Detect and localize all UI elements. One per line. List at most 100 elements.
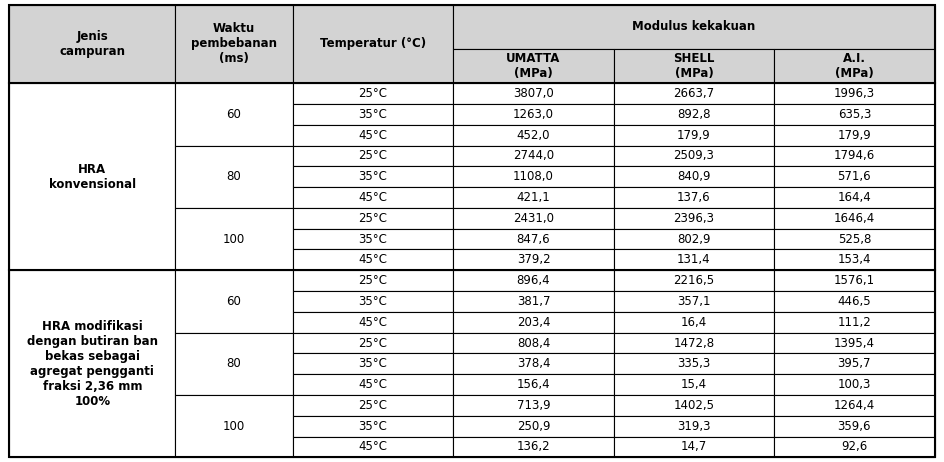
Text: 2663,7: 2663,7 — [673, 87, 715, 100]
Bar — [453, 374, 614, 395]
Bar — [176, 395, 293, 457]
Text: 1395,4: 1395,4 — [834, 336, 875, 350]
Bar — [614, 437, 774, 457]
Text: 45°C: 45°C — [359, 440, 388, 454]
Text: 179,9: 179,9 — [677, 128, 711, 142]
Bar — [453, 125, 614, 146]
Bar — [614, 395, 774, 416]
Text: 395,7: 395,7 — [837, 357, 871, 371]
Bar — [453, 187, 614, 208]
Text: Jenis
campuran: Jenis campuran — [59, 30, 126, 58]
Text: 80: 80 — [227, 170, 242, 183]
Text: 60: 60 — [227, 108, 242, 121]
Text: 1263,0: 1263,0 — [513, 108, 554, 121]
Bar — [774, 333, 935, 353]
Text: 45°C: 45°C — [359, 378, 388, 391]
Text: 25°C: 25°C — [359, 87, 388, 100]
Text: 713,9: 713,9 — [516, 399, 550, 412]
Bar — [176, 146, 293, 208]
Text: 359,6: 359,6 — [837, 419, 871, 433]
Text: Waktu
pembebanan
(ms): Waktu pembebanan (ms) — [191, 22, 277, 66]
Text: 808,4: 808,4 — [516, 336, 550, 350]
Bar — [774, 125, 935, 146]
Text: 100: 100 — [223, 419, 245, 433]
Bar — [774, 291, 935, 312]
Text: 45°C: 45°C — [359, 253, 388, 267]
Bar — [453, 146, 614, 166]
Text: 840,9: 840,9 — [677, 170, 711, 183]
Bar — [176, 5, 293, 83]
Bar — [453, 104, 614, 125]
Bar — [614, 270, 774, 291]
Bar — [293, 146, 453, 166]
Bar — [293, 333, 453, 353]
Bar — [774, 312, 935, 333]
Text: 131,4: 131,4 — [677, 253, 711, 267]
Bar — [774, 49, 935, 83]
Bar — [614, 416, 774, 437]
Bar — [453, 416, 614, 437]
Text: 45°C: 45°C — [359, 316, 388, 329]
Text: 847,6: 847,6 — [516, 232, 550, 246]
Text: 2431,0: 2431,0 — [513, 212, 554, 225]
Bar — [614, 229, 774, 249]
Bar — [453, 437, 614, 457]
Bar — [614, 291, 774, 312]
Text: 1794,6: 1794,6 — [834, 149, 875, 163]
Bar — [453, 49, 614, 83]
Bar — [176, 270, 293, 333]
Bar — [614, 187, 774, 208]
Text: 164,4: 164,4 — [837, 191, 871, 204]
Text: 92,6: 92,6 — [841, 440, 868, 454]
Bar — [453, 270, 614, 291]
Bar — [774, 229, 935, 249]
Text: UMATTA
(MPa): UMATTA (MPa) — [506, 52, 561, 80]
Bar — [614, 312, 774, 333]
Bar — [453, 83, 614, 104]
Text: 45°C: 45°C — [359, 191, 388, 204]
Bar — [9, 5, 176, 83]
Text: 319,3: 319,3 — [677, 419, 711, 433]
Text: 381,7: 381,7 — [516, 295, 550, 308]
Bar — [453, 249, 614, 270]
Bar — [614, 208, 774, 229]
Text: HRA modifikasi
dengan butiran ban
bekas sebagai
agregat pengganti
fraksi 2,36 mm: HRA modifikasi dengan butiran ban bekas … — [26, 320, 158, 408]
Bar — [614, 125, 774, 146]
Bar — [774, 166, 935, 187]
Text: 635,3: 635,3 — [837, 108, 871, 121]
Text: 1108,0: 1108,0 — [513, 170, 554, 183]
Text: 452,0: 452,0 — [516, 128, 550, 142]
Bar — [293, 395, 453, 416]
Bar — [293, 187, 453, 208]
Bar — [293, 229, 453, 249]
Bar — [614, 146, 774, 166]
Text: 25°C: 25°C — [359, 149, 388, 163]
Text: 1576,1: 1576,1 — [834, 274, 875, 287]
Bar — [774, 249, 935, 270]
Text: 1402,5: 1402,5 — [673, 399, 715, 412]
Text: 2396,3: 2396,3 — [673, 212, 715, 225]
Text: 1472,8: 1472,8 — [673, 336, 715, 350]
Text: 179,9: 179,9 — [837, 128, 871, 142]
Bar — [453, 229, 614, 249]
Bar — [774, 187, 935, 208]
Text: 153,4: 153,4 — [837, 253, 871, 267]
Text: 203,4: 203,4 — [516, 316, 550, 329]
Bar — [614, 83, 774, 104]
Text: 25°C: 25°C — [359, 274, 388, 287]
Bar — [774, 374, 935, 395]
Text: 3807,0: 3807,0 — [514, 87, 554, 100]
Text: Modulus kekakuan: Modulus kekakuan — [632, 20, 755, 33]
Bar — [453, 208, 614, 229]
Text: HRA
konvensional: HRA konvensional — [49, 163, 136, 191]
Text: 335,3: 335,3 — [677, 357, 711, 371]
Text: 1646,4: 1646,4 — [834, 212, 875, 225]
Text: Temperatur (°C): Temperatur (°C) — [320, 37, 426, 50]
Bar — [774, 395, 935, 416]
Bar — [9, 83, 176, 270]
Bar — [453, 291, 614, 312]
Bar — [293, 291, 453, 312]
Bar — [293, 374, 453, 395]
Bar — [453, 5, 935, 49]
Text: 525,8: 525,8 — [837, 232, 871, 246]
